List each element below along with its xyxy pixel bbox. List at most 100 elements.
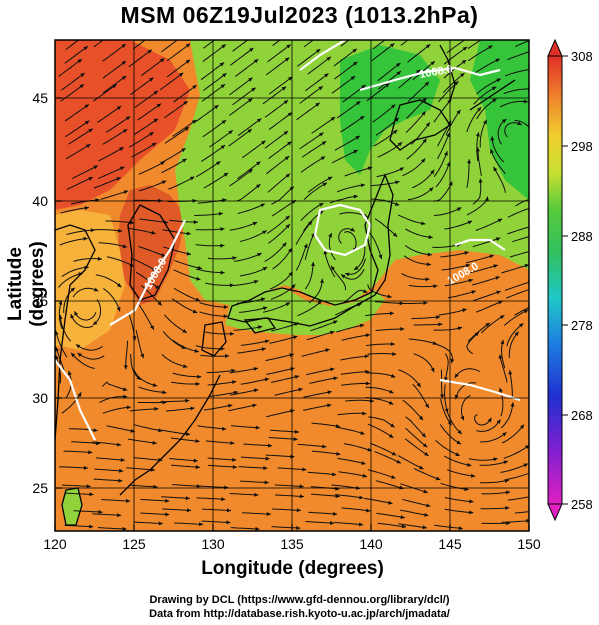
streamline <box>404 438 429 457</box>
streamline <box>433 326 463 331</box>
streamline-arrowhead <box>460 415 465 421</box>
streamline <box>173 84 197 103</box>
streamline-arrowhead <box>362 473 367 478</box>
streamline <box>398 69 421 89</box>
streamline-arrowhead <box>285 215 290 220</box>
streamline-arrowhead <box>493 264 498 269</box>
streamline-arrowhead <box>248 169 253 174</box>
streamline <box>264 242 287 262</box>
streamline-arrowhead <box>121 61 126 65</box>
streamline <box>473 86 497 105</box>
streamline <box>266 155 290 175</box>
streamline-arrowhead <box>323 250 328 255</box>
isobar-center <box>313 203 372 257</box>
streamline-arrowhead <box>184 127 189 132</box>
streamline <box>503 309 529 326</box>
coast-kyushu <box>201 321 227 357</box>
streamline <box>476 78 502 95</box>
streamline-arrowhead <box>520 424 524 429</box>
streamline-arrowhead <box>391 451 397 456</box>
streamline-arrowhead <box>122 387 128 392</box>
streamline-arrowhead <box>457 326 463 331</box>
streamline-arrowhead <box>353 266 359 270</box>
streamline-arrowhead <box>423 489 428 494</box>
streamline-arrowhead <box>158 521 163 526</box>
streamline-arrowhead <box>226 508 231 513</box>
streamline <box>514 306 529 316</box>
streamline <box>202 508 232 512</box>
streamline <box>506 323 524 347</box>
streamline <box>367 284 392 298</box>
streamline-arrowhead <box>333 511 338 516</box>
streamline-arrowhead <box>341 274 346 279</box>
streamline <box>500 339 506 369</box>
streamline <box>397 455 424 470</box>
streamline <box>135 330 145 359</box>
streamline <box>61 484 91 487</box>
streamline <box>364 497 393 504</box>
coast-hokkaido <box>389 99 451 151</box>
streamline <box>444 455 472 467</box>
streamline <box>353 244 366 271</box>
streamline <box>159 72 184 91</box>
streamline-arrowhead <box>360 431 365 435</box>
streamline <box>172 339 199 353</box>
streamline <box>507 207 529 218</box>
streamline <box>469 264 498 274</box>
streamline <box>229 493 259 496</box>
streamline-arrowhead <box>182 158 187 163</box>
streamline-arrowhead <box>223 305 228 309</box>
streamline <box>441 264 471 271</box>
streamline-arrowhead <box>88 128 93 133</box>
streamline-arrowhead <box>353 61 358 66</box>
streamline-arrowhead <box>399 485 404 490</box>
streamline <box>68 428 98 432</box>
streamline <box>365 386 394 394</box>
streamline-arrowhead <box>120 458 125 462</box>
streamline <box>371 181 400 187</box>
streamline-arrowhead <box>478 178 483 183</box>
streamline <box>58 300 63 330</box>
streamline-arrowhead <box>426 262 431 267</box>
streamline <box>367 423 394 439</box>
streamline <box>229 168 254 187</box>
streamline-arrowhead <box>530 49 534 53</box>
streamline-arrowhead <box>366 508 371 513</box>
streamline <box>466 331 480 355</box>
streamline <box>344 166 373 177</box>
streamline-arrowhead <box>286 44 291 49</box>
streamline <box>475 300 503 313</box>
streamline <box>499 354 508 383</box>
streamline-arrowhead <box>191 119 197 124</box>
streamline-arrowhead <box>333 376 338 381</box>
streamline-arrowhead <box>426 503 431 508</box>
streamline <box>302 404 332 411</box>
streamline-arrowhead <box>325 348 330 353</box>
streamline-arrowhead <box>396 63 401 67</box>
streamline <box>229 98 253 116</box>
streamline-arrowhead <box>444 408 449 413</box>
streamline-arrowhead <box>428 235 433 240</box>
streamline <box>196 497 226 500</box>
streamline-arrowhead <box>299 494 304 499</box>
streamline-arrowhead <box>326 56 331 61</box>
streamline <box>272 40 281 47</box>
streamline <box>200 354 230 357</box>
streamline-arrowhead <box>419 465 424 470</box>
streamline-arrowhead <box>55 330 59 336</box>
streamline <box>412 60 436 81</box>
streamline-arrowhead <box>125 116 131 121</box>
coast-korea <box>127 204 176 301</box>
streamline <box>130 257 157 272</box>
streamline-arrowhead <box>421 221 426 226</box>
streamline-arrowhead <box>228 403 233 408</box>
streamline <box>375 328 405 332</box>
streamline <box>102 43 127 62</box>
streamline <box>92 513 122 516</box>
x-tick-label: 120 <box>43 536 67 552</box>
streamline-arrowhead <box>539 508 543 512</box>
streamline-arrowhead <box>232 465 237 469</box>
streamline-arrowhead <box>495 58 500 63</box>
streamline-arrowhead <box>254 280 259 284</box>
streamline <box>340 115 365 133</box>
